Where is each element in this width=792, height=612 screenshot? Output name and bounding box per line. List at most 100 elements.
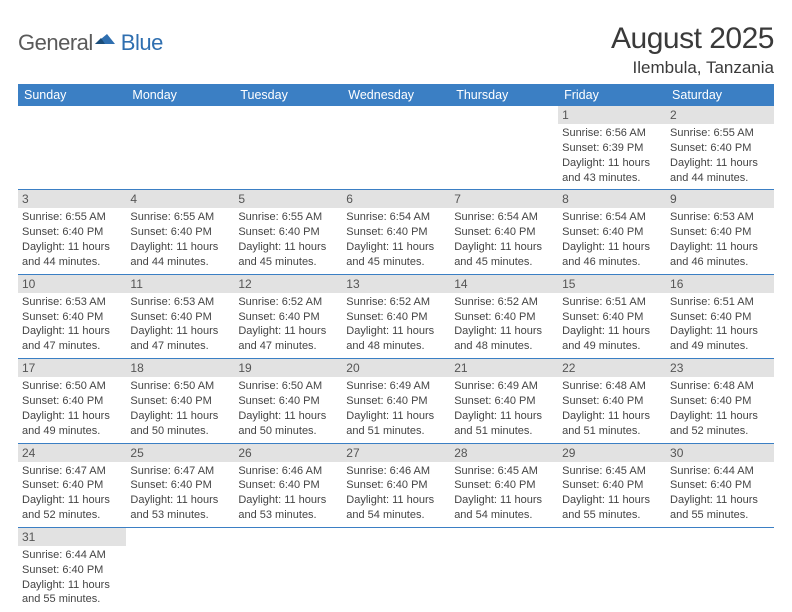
day-cell: Sunrise: 6:55 AMSunset: 6:40 PMDaylight:…: [666, 124, 774, 190]
daylight-text: Daylight: 11 hours and 51 minutes.: [454, 409, 553, 439]
sunrise-text: Sunrise: 6:55 AM: [238, 210, 337, 225]
day-cell: Sunrise: 6:53 AMSunset: 6:40 PMDaylight:…: [18, 293, 126, 359]
daylight-text: Daylight: 11 hours and 50 minutes.: [130, 409, 229, 439]
calendar-table: Sunday Monday Tuesday Wednesday Thursday…: [18, 84, 774, 611]
day-number: 3: [18, 190, 126, 209]
day-cell: Sunrise: 6:47 AMSunset: 6:40 PMDaylight:…: [18, 462, 126, 528]
day-number: 18: [126, 359, 234, 378]
day-cell: Sunrise: 6:54 AMSunset: 6:40 PMDaylight:…: [342, 208, 450, 274]
sunset-text: Sunset: 6:40 PM: [454, 394, 553, 409]
day-number: 13: [342, 274, 450, 293]
sunrise-text: Sunrise: 6:49 AM: [346, 379, 445, 394]
daylight-text: Daylight: 11 hours and 55 minutes.: [562, 493, 661, 523]
day-number: 12: [234, 274, 342, 293]
day-number: 4: [126, 190, 234, 209]
sunset-text: Sunset: 6:40 PM: [562, 478, 661, 493]
day-cell: Sunrise: 6:52 AMSunset: 6:40 PMDaylight:…: [450, 293, 558, 359]
day-number: [342, 527, 450, 546]
day-cell: [342, 124, 450, 190]
day-cell: Sunrise: 6:55 AMSunset: 6:40 PMDaylight:…: [234, 208, 342, 274]
sunset-text: Sunset: 6:40 PM: [562, 225, 661, 240]
sunset-text: Sunset: 6:40 PM: [346, 225, 445, 240]
sunset-text: Sunset: 6:40 PM: [22, 563, 121, 578]
day-number: 29: [558, 443, 666, 462]
daylight-text: Daylight: 11 hours and 44 minutes.: [670, 156, 769, 186]
day-content-row: Sunrise: 6:50 AMSunset: 6:40 PMDaylight:…: [18, 377, 774, 443]
day-number: 5: [234, 190, 342, 209]
sunset-text: Sunset: 6:40 PM: [130, 225, 229, 240]
sunset-text: Sunset: 6:40 PM: [238, 478, 337, 493]
daylight-text: Daylight: 11 hours and 46 minutes.: [670, 240, 769, 270]
daylight-text: Daylight: 11 hours and 49 minutes.: [562, 324, 661, 354]
location: Ilembula, Tanzania: [611, 58, 774, 78]
sunrise-text: Sunrise: 6:45 AM: [562, 464, 661, 479]
day-number: 26: [234, 443, 342, 462]
day-number-row: 3456789: [18, 190, 774, 209]
sunset-text: Sunset: 6:40 PM: [562, 310, 661, 325]
day-cell: Sunrise: 6:56 AMSunset: 6:39 PMDaylight:…: [558, 124, 666, 190]
sunset-text: Sunset: 6:40 PM: [454, 225, 553, 240]
day-cell: Sunrise: 6:50 AMSunset: 6:40 PMDaylight:…: [234, 377, 342, 443]
sunrise-text: Sunrise: 6:53 AM: [130, 295, 229, 310]
daylight-text: Daylight: 11 hours and 49 minutes.: [670, 324, 769, 354]
sunset-text: Sunset: 6:40 PM: [670, 394, 769, 409]
daylight-text: Daylight: 11 hours and 47 minutes.: [238, 324, 337, 354]
day-number: 19: [234, 359, 342, 378]
daylight-text: Daylight: 11 hours and 55 minutes.: [22, 578, 121, 608]
sunrise-text: Sunrise: 6:50 AM: [130, 379, 229, 394]
day-cell: [450, 124, 558, 190]
sunset-text: Sunset: 6:40 PM: [22, 310, 121, 325]
daylight-text: Daylight: 11 hours and 52 minutes.: [22, 493, 121, 523]
sunrise-text: Sunrise: 6:52 AM: [454, 295, 553, 310]
day-cell: [234, 546, 342, 611]
day-number: 22: [558, 359, 666, 378]
sunrise-text: Sunrise: 6:54 AM: [454, 210, 553, 225]
sunrise-text: Sunrise: 6:53 AM: [22, 295, 121, 310]
day-cell: Sunrise: 6:45 AMSunset: 6:40 PMDaylight:…: [450, 462, 558, 528]
sunrise-text: Sunrise: 6:48 AM: [562, 379, 661, 394]
sunset-text: Sunset: 6:40 PM: [346, 394, 445, 409]
daylight-text: Daylight: 11 hours and 45 minutes.: [346, 240, 445, 270]
day-number: [126, 106, 234, 124]
day-number: [126, 527, 234, 546]
day-cell: [666, 546, 774, 611]
day-number-row: 17181920212223: [18, 359, 774, 378]
day-cell: Sunrise: 6:52 AMSunset: 6:40 PMDaylight:…: [342, 293, 450, 359]
logo-text-blue: Blue: [121, 30, 163, 56]
day-number: [450, 527, 558, 546]
title-block: August 2025 Ilembula, Tanzania: [611, 22, 774, 78]
sunrise-text: Sunrise: 6:53 AM: [670, 210, 769, 225]
daylight-text: Daylight: 11 hours and 51 minutes.: [346, 409, 445, 439]
sunrise-text: Sunrise: 6:51 AM: [562, 295, 661, 310]
day-number-row: 24252627282930: [18, 443, 774, 462]
sunset-text: Sunset: 6:39 PM: [562, 141, 661, 156]
day-cell: Sunrise: 6:54 AMSunset: 6:40 PMDaylight:…: [558, 208, 666, 274]
daylight-text: Daylight: 11 hours and 54 minutes.: [346, 493, 445, 523]
daylight-text: Daylight: 11 hours and 47 minutes.: [22, 324, 121, 354]
daylight-text: Daylight: 11 hours and 55 minutes.: [670, 493, 769, 523]
day-cell: Sunrise: 6:48 AMSunset: 6:40 PMDaylight:…: [558, 377, 666, 443]
day-number: 2: [666, 106, 774, 124]
sunset-text: Sunset: 6:40 PM: [346, 478, 445, 493]
day-number: 14: [450, 274, 558, 293]
sunrise-text: Sunrise: 6:46 AM: [346, 464, 445, 479]
day-cell: [558, 546, 666, 611]
sunrise-text: Sunrise: 6:55 AM: [130, 210, 229, 225]
day-cell: [342, 546, 450, 611]
day-number: [558, 527, 666, 546]
daylight-text: Daylight: 11 hours and 49 minutes.: [22, 409, 121, 439]
sunset-text: Sunset: 6:40 PM: [130, 394, 229, 409]
day-content-row: Sunrise: 6:56 AMSunset: 6:39 PMDaylight:…: [18, 124, 774, 190]
day-cell: Sunrise: 6:51 AMSunset: 6:40 PMDaylight:…: [558, 293, 666, 359]
day-number: 25: [126, 443, 234, 462]
day-number-row: 12: [18, 106, 774, 124]
logo: General Blue: [18, 22, 163, 56]
daylight-text: Daylight: 11 hours and 51 minutes.: [562, 409, 661, 439]
day-cell: Sunrise: 6:47 AMSunset: 6:40 PMDaylight:…: [126, 462, 234, 528]
day-cell: [18, 124, 126, 190]
day-cell: Sunrise: 6:55 AMSunset: 6:40 PMDaylight:…: [126, 208, 234, 274]
day-cell: Sunrise: 6:49 AMSunset: 6:40 PMDaylight:…: [450, 377, 558, 443]
sunset-text: Sunset: 6:40 PM: [238, 394, 337, 409]
daylight-text: Daylight: 11 hours and 53 minutes.: [238, 493, 337, 523]
day-number: 27: [342, 443, 450, 462]
